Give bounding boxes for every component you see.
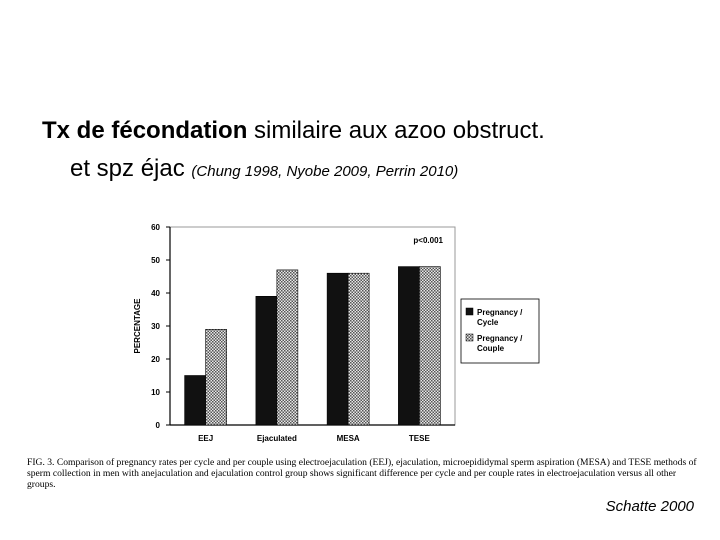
y-tick-label: 10 [151, 388, 160, 397]
x-tick-label: Ejaculated [257, 434, 297, 443]
figure-caption: FIG. 3. Comparison of pregnancy rates pe… [27, 457, 697, 490]
bar-couple [419, 266, 441, 426]
legend-box [460, 298, 540, 364]
significance-annotation: p<0.001 [413, 236, 443, 245]
x-tick-label: TESE [409, 434, 431, 443]
bar-cycle [184, 375, 206, 426]
subtitle-line: et spz éjac (Chung 1998, Nyobe 2009, Per… [70, 150, 458, 191]
legend-label-line2: Cycle [477, 318, 499, 327]
title-rest: similaire aux azoo obstruct. [247, 117, 545, 144]
bar-cycle [255, 296, 278, 426]
bar-cycle [326, 272, 349, 426]
y-tick-label: 30 [151, 322, 160, 331]
bar-couple [347, 272, 370, 426]
legend-swatch [465, 333, 474, 342]
legend-label: Pregnancy / [477, 308, 523, 317]
y-tick-label: 0 [156, 421, 161, 430]
legend-label-line2: Couple [477, 344, 505, 353]
y-tick-label: 20 [151, 355, 160, 364]
y-tick-label: 50 [151, 256, 160, 265]
bar-couple [276, 269, 299, 426]
y-tick-label: 60 [151, 223, 160, 232]
source-credit: Schatte 2000 [605, 498, 694, 515]
slide-title: Tx de fécondation similaire aux azoo obs… [42, 112, 702, 150]
bar-couple [205, 329, 227, 426]
citation: (Chung 1998, Nyobe 2009, Perrin 2010) [191, 163, 459, 180]
x-tick-label: MESA [337, 434, 360, 443]
y-axis-title: PERCENTAGE [133, 298, 142, 354]
legend-label: Pregnancy / [477, 334, 523, 343]
title-bold: Tx de fécondation [42, 117, 248, 144]
subtitle-text: et spz éjac [70, 155, 192, 182]
x-tick-label: EEJ [198, 434, 213, 443]
legend-swatch [465, 307, 474, 316]
y-tick-label: 40 [151, 289, 160, 298]
bar-cycle [398, 266, 420, 426]
pregnancy-rate-chart: 0 10 20 30 40 50 60 PERCENTAGE EEJ Ejaculated MESA… [133, 223, 540, 443]
